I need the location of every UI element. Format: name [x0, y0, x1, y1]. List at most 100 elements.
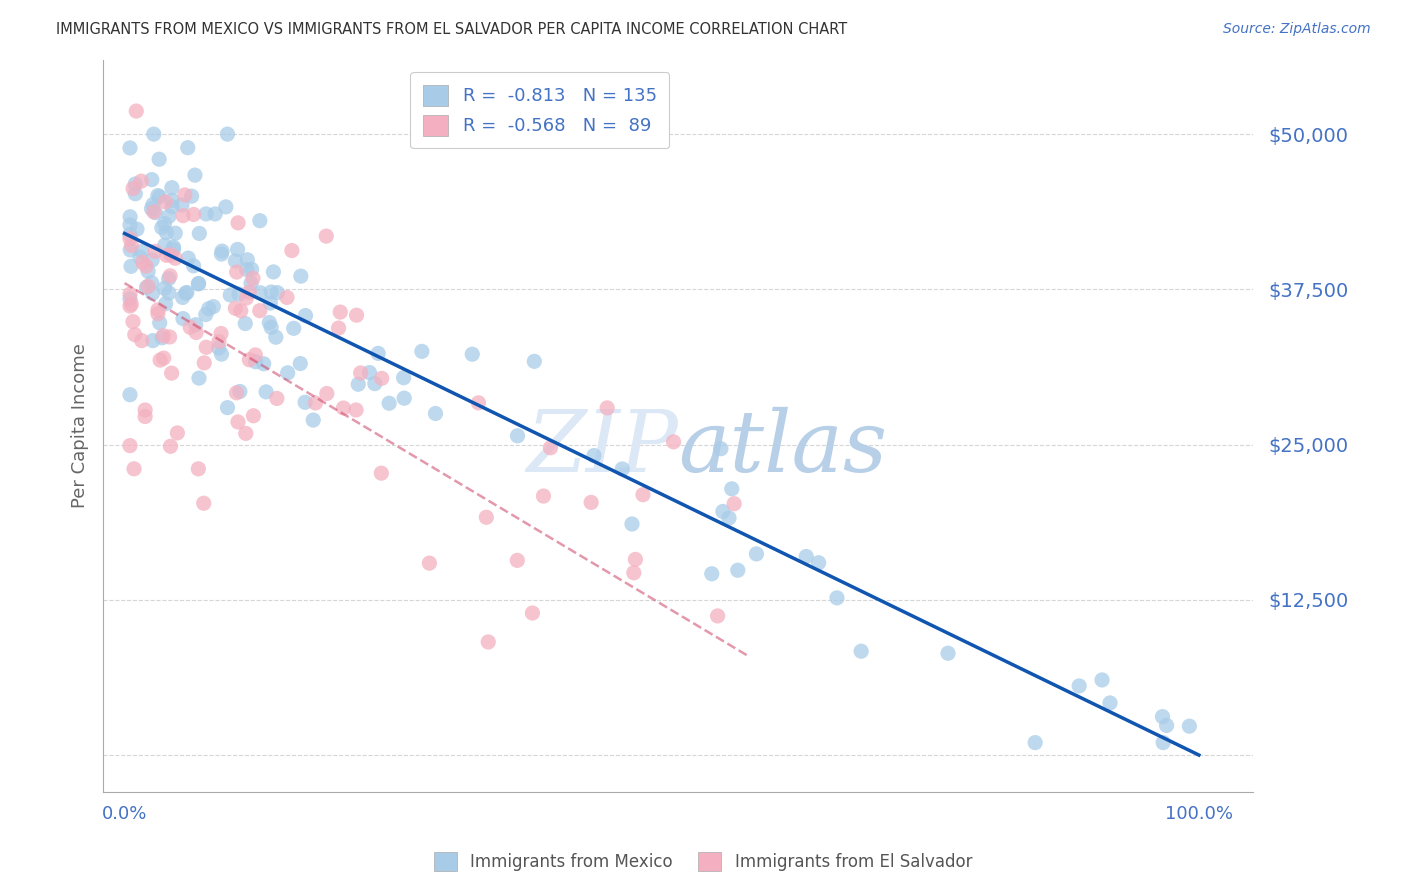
Point — [294, 309, 316, 323]
Point — [124, 327, 146, 342]
Point — [141, 252, 163, 267]
Point — [155, 248, 177, 262]
Point — [235, 262, 257, 277]
Point — [522, 606, 544, 620]
Point — [290, 269, 312, 284]
Point — [172, 311, 194, 326]
Point — [132, 255, 155, 269]
Point — [229, 303, 252, 318]
Point — [188, 227, 211, 241]
Point — [141, 172, 163, 186]
Point — [215, 200, 238, 214]
Point — [242, 271, 264, 285]
Point — [166, 425, 188, 440]
Point — [172, 290, 194, 304]
Point — [302, 413, 325, 427]
Point — [582, 449, 605, 463]
Point — [418, 556, 440, 570]
Point — [120, 297, 142, 311]
Point — [266, 392, 288, 406]
Point — [172, 209, 194, 223]
Point — [467, 396, 489, 410]
Point — [329, 305, 352, 319]
Point — [723, 497, 745, 511]
Point — [224, 254, 246, 268]
Point — [176, 285, 198, 300]
Point — [160, 248, 183, 262]
Point — [370, 466, 392, 480]
Point — [249, 213, 271, 227]
Point — [235, 291, 257, 305]
Point — [120, 243, 142, 257]
Point — [359, 366, 381, 380]
Point — [245, 348, 267, 362]
Point — [122, 462, 145, 476]
Point — [174, 286, 197, 301]
Point — [242, 409, 264, 423]
Point — [208, 334, 231, 349]
Legend: Immigrants from Mexico, Immigrants from El Salvador: Immigrants from Mexico, Immigrants from … — [426, 843, 980, 880]
Point — [149, 316, 172, 330]
Point — [710, 442, 733, 456]
Point — [177, 141, 200, 155]
Point — [146, 188, 169, 202]
Point — [173, 188, 195, 202]
Point — [347, 377, 370, 392]
Point — [159, 268, 181, 283]
Point — [623, 566, 645, 580]
Point — [612, 462, 634, 476]
Point — [238, 352, 260, 367]
Point — [122, 181, 145, 195]
Point — [162, 242, 184, 256]
Point — [425, 407, 447, 421]
Point — [260, 285, 283, 299]
Point — [259, 316, 281, 330]
Point — [136, 264, 159, 278]
Point — [350, 366, 373, 380]
Point — [217, 401, 239, 415]
Point — [477, 635, 499, 649]
Point — [118, 299, 141, 313]
Point — [281, 244, 304, 258]
Point — [328, 321, 350, 335]
Point — [392, 391, 415, 405]
Point — [283, 321, 305, 335]
Point — [193, 356, 215, 370]
Point — [225, 265, 247, 279]
Point — [165, 252, 187, 266]
Point — [706, 609, 728, 624]
Point — [745, 547, 768, 561]
Point — [370, 371, 392, 385]
Point — [624, 552, 647, 566]
Point — [120, 238, 142, 252]
Point — [245, 354, 267, 368]
Legend: R =  -0.813   N = 135, R =  -0.568   N =  89: R = -0.813 N = 135, R = -0.568 N = 89 — [411, 72, 669, 148]
Point — [142, 334, 165, 348]
Point — [219, 288, 242, 302]
Point — [392, 370, 415, 384]
Point — [294, 395, 316, 409]
Point — [253, 357, 276, 371]
Point — [159, 439, 181, 453]
Point — [240, 277, 263, 291]
Point — [254, 384, 277, 399]
Point — [122, 315, 145, 329]
Point — [264, 330, 287, 344]
Point — [120, 260, 142, 274]
Point — [523, 354, 546, 368]
Point — [157, 271, 180, 285]
Point — [150, 331, 173, 345]
Point — [141, 286, 163, 301]
Point — [136, 279, 159, 293]
Point — [1178, 719, 1201, 733]
Point — [794, 549, 817, 564]
Point — [1024, 736, 1046, 750]
Point — [118, 287, 141, 301]
Point — [149, 353, 172, 368]
Point — [180, 189, 202, 203]
Point — [579, 495, 602, 509]
Point — [187, 277, 209, 291]
Point — [142, 127, 165, 141]
Point — [235, 426, 257, 441]
Point — [146, 302, 169, 317]
